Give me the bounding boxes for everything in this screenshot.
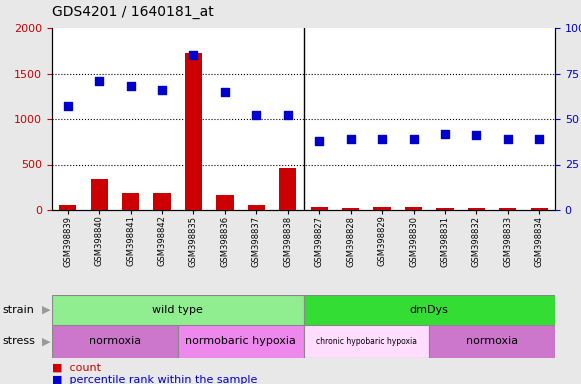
Bar — [248, 205, 265, 210]
Bar — [153, 193, 171, 210]
Text: normoxia: normoxia — [466, 336, 518, 346]
Bar — [178, 325, 303, 358]
Point — [220, 89, 229, 95]
Bar — [468, 208, 485, 210]
Point — [440, 131, 450, 137]
Bar — [303, 325, 429, 358]
Point — [252, 112, 261, 118]
Text: wild type: wild type — [152, 305, 203, 315]
Bar — [279, 168, 296, 210]
Point — [157, 87, 167, 93]
Text: ■  percentile rank within the sample: ■ percentile rank within the sample — [52, 375, 257, 384]
Text: chronic hypobaric hypoxia: chronic hypobaric hypoxia — [316, 337, 417, 346]
Bar — [52, 325, 178, 358]
Text: strain: strain — [2, 305, 34, 315]
Point — [409, 136, 418, 142]
Bar — [530, 208, 548, 210]
Text: ▶: ▶ — [41, 305, 50, 315]
Point — [535, 136, 544, 142]
Point — [126, 83, 135, 89]
Bar — [122, 193, 139, 210]
Bar — [405, 207, 422, 210]
Bar — [374, 207, 391, 210]
Bar — [91, 179, 108, 210]
Bar — [59, 205, 76, 210]
Bar — [52, 295, 303, 325]
Text: normobaric hypoxia: normobaric hypoxia — [185, 336, 296, 346]
Text: ■  count: ■ count — [52, 363, 101, 373]
Point — [189, 52, 198, 58]
Text: dmDys: dmDys — [410, 305, 449, 315]
Text: GDS4201 / 1640181_at: GDS4201 / 1640181_at — [52, 5, 214, 19]
Bar — [216, 195, 234, 210]
Bar — [185, 53, 202, 210]
Point — [63, 103, 73, 109]
Text: normoxia: normoxia — [89, 336, 141, 346]
Bar — [303, 295, 555, 325]
Bar — [311, 207, 328, 210]
Bar — [499, 208, 517, 210]
Point — [314, 138, 324, 144]
Text: ▶: ▶ — [41, 336, 50, 346]
Text: stress: stress — [2, 336, 35, 346]
Point — [346, 136, 356, 142]
Point — [472, 132, 481, 139]
Bar — [342, 208, 359, 210]
Point — [503, 136, 512, 142]
Bar — [436, 208, 454, 210]
Point — [95, 78, 104, 84]
Point — [378, 136, 387, 142]
Point — [283, 112, 292, 118]
Bar — [429, 325, 555, 358]
